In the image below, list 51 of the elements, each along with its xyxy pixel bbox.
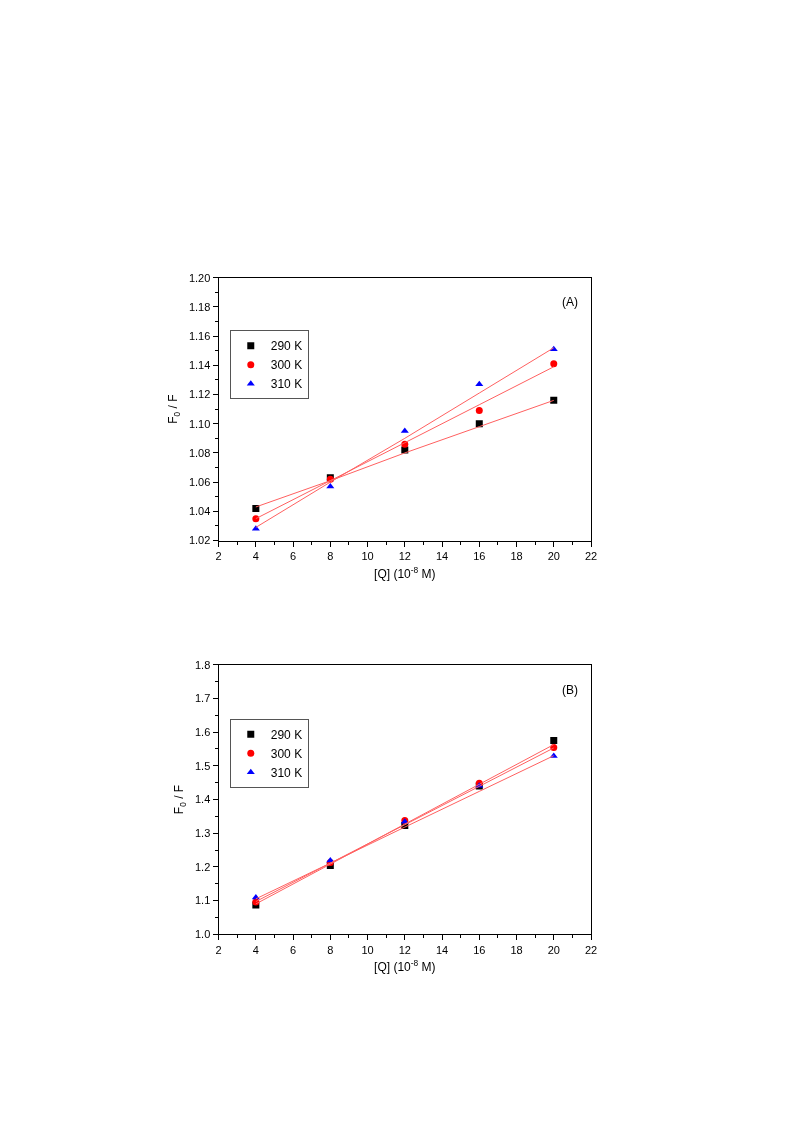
y-tick-label: 1.0 — [195, 928, 211, 941]
x-tick-label: 6 — [290, 549, 297, 562]
legend-label: 290 K — [270, 339, 303, 354]
y-tick-label: 1.1 — [195, 894, 211, 907]
legend-label: 300 K — [270, 746, 303, 761]
y-tick-label: 1.8 — [195, 658, 211, 671]
x-tick-label: 10 — [361, 549, 374, 562]
y-tick-label: 1.10 — [188, 417, 211, 430]
x-tick-label: 20 — [547, 549, 560, 562]
y-tick-label: 1.2 — [195, 860, 211, 873]
x-tick-label: 2 — [215, 549, 222, 562]
x-tick-label: 20 — [547, 943, 560, 956]
annotation: (B) — [562, 683, 578, 697]
legend-label: 310 K — [270, 377, 303, 392]
y-tick-label: 1.04 — [188, 505, 211, 518]
y-tick-label: 1.06 — [188, 475, 211, 488]
x-tick-label: 2 — [215, 943, 222, 956]
y-tick-label: 1.08 — [188, 446, 211, 459]
x-tick-label: 14 — [435, 943, 449, 956]
x-tick-label: 8 — [327, 943, 334, 956]
y-tick-label: 1.6 — [195, 725, 211, 738]
x-tick-label: 4 — [252, 943, 259, 956]
y-tick-label: 1.20 — [188, 271, 211, 284]
x-tick-label: 16 — [473, 549, 486, 562]
x-tick-label: 18 — [510, 943, 523, 956]
x-axis-title: [Q] (10$^{-8}$ M) — [374, 564, 436, 581]
y-tick-label: 1.16 — [188, 329, 211, 342]
x-tick-label: 10 — [361, 943, 374, 956]
legend-label: 310 K — [270, 765, 303, 780]
x-axis-title: [Q] (10$^{-8}$ M) — [374, 958, 436, 975]
y-tick-label: 1.4 — [195, 793, 211, 806]
annotation: (A) — [562, 295, 578, 309]
legend-label: 290 K — [270, 727, 303, 742]
x-tick-label: 22 — [584, 943, 598, 956]
y-tick-label: 1.18 — [188, 300, 211, 313]
y-tick-label: 1.3 — [195, 827, 211, 840]
x-tick-label: 14 — [435, 549, 449, 562]
x-tick-label: 4 — [252, 549, 259, 562]
x-tick-label: 22 — [584, 549, 598, 562]
x-tick-label: 12 — [398, 943, 411, 956]
x-tick-label: 6 — [290, 943, 297, 956]
x-tick-label: 8 — [327, 549, 334, 562]
y-tick-label: 1.02 — [188, 534, 211, 547]
y-tick-label: 1.7 — [195, 692, 211, 705]
legend-label: 300 K — [270, 358, 303, 373]
y-tick-label: 1.12 — [188, 388, 211, 401]
y-tick-label: 1.5 — [195, 759, 211, 772]
x-tick-label: 18 — [510, 549, 523, 562]
x-tick-label: 16 — [473, 943, 486, 956]
y-tick-label: 1.14 — [188, 359, 211, 372]
x-tick-label: 12 — [398, 549, 411, 562]
